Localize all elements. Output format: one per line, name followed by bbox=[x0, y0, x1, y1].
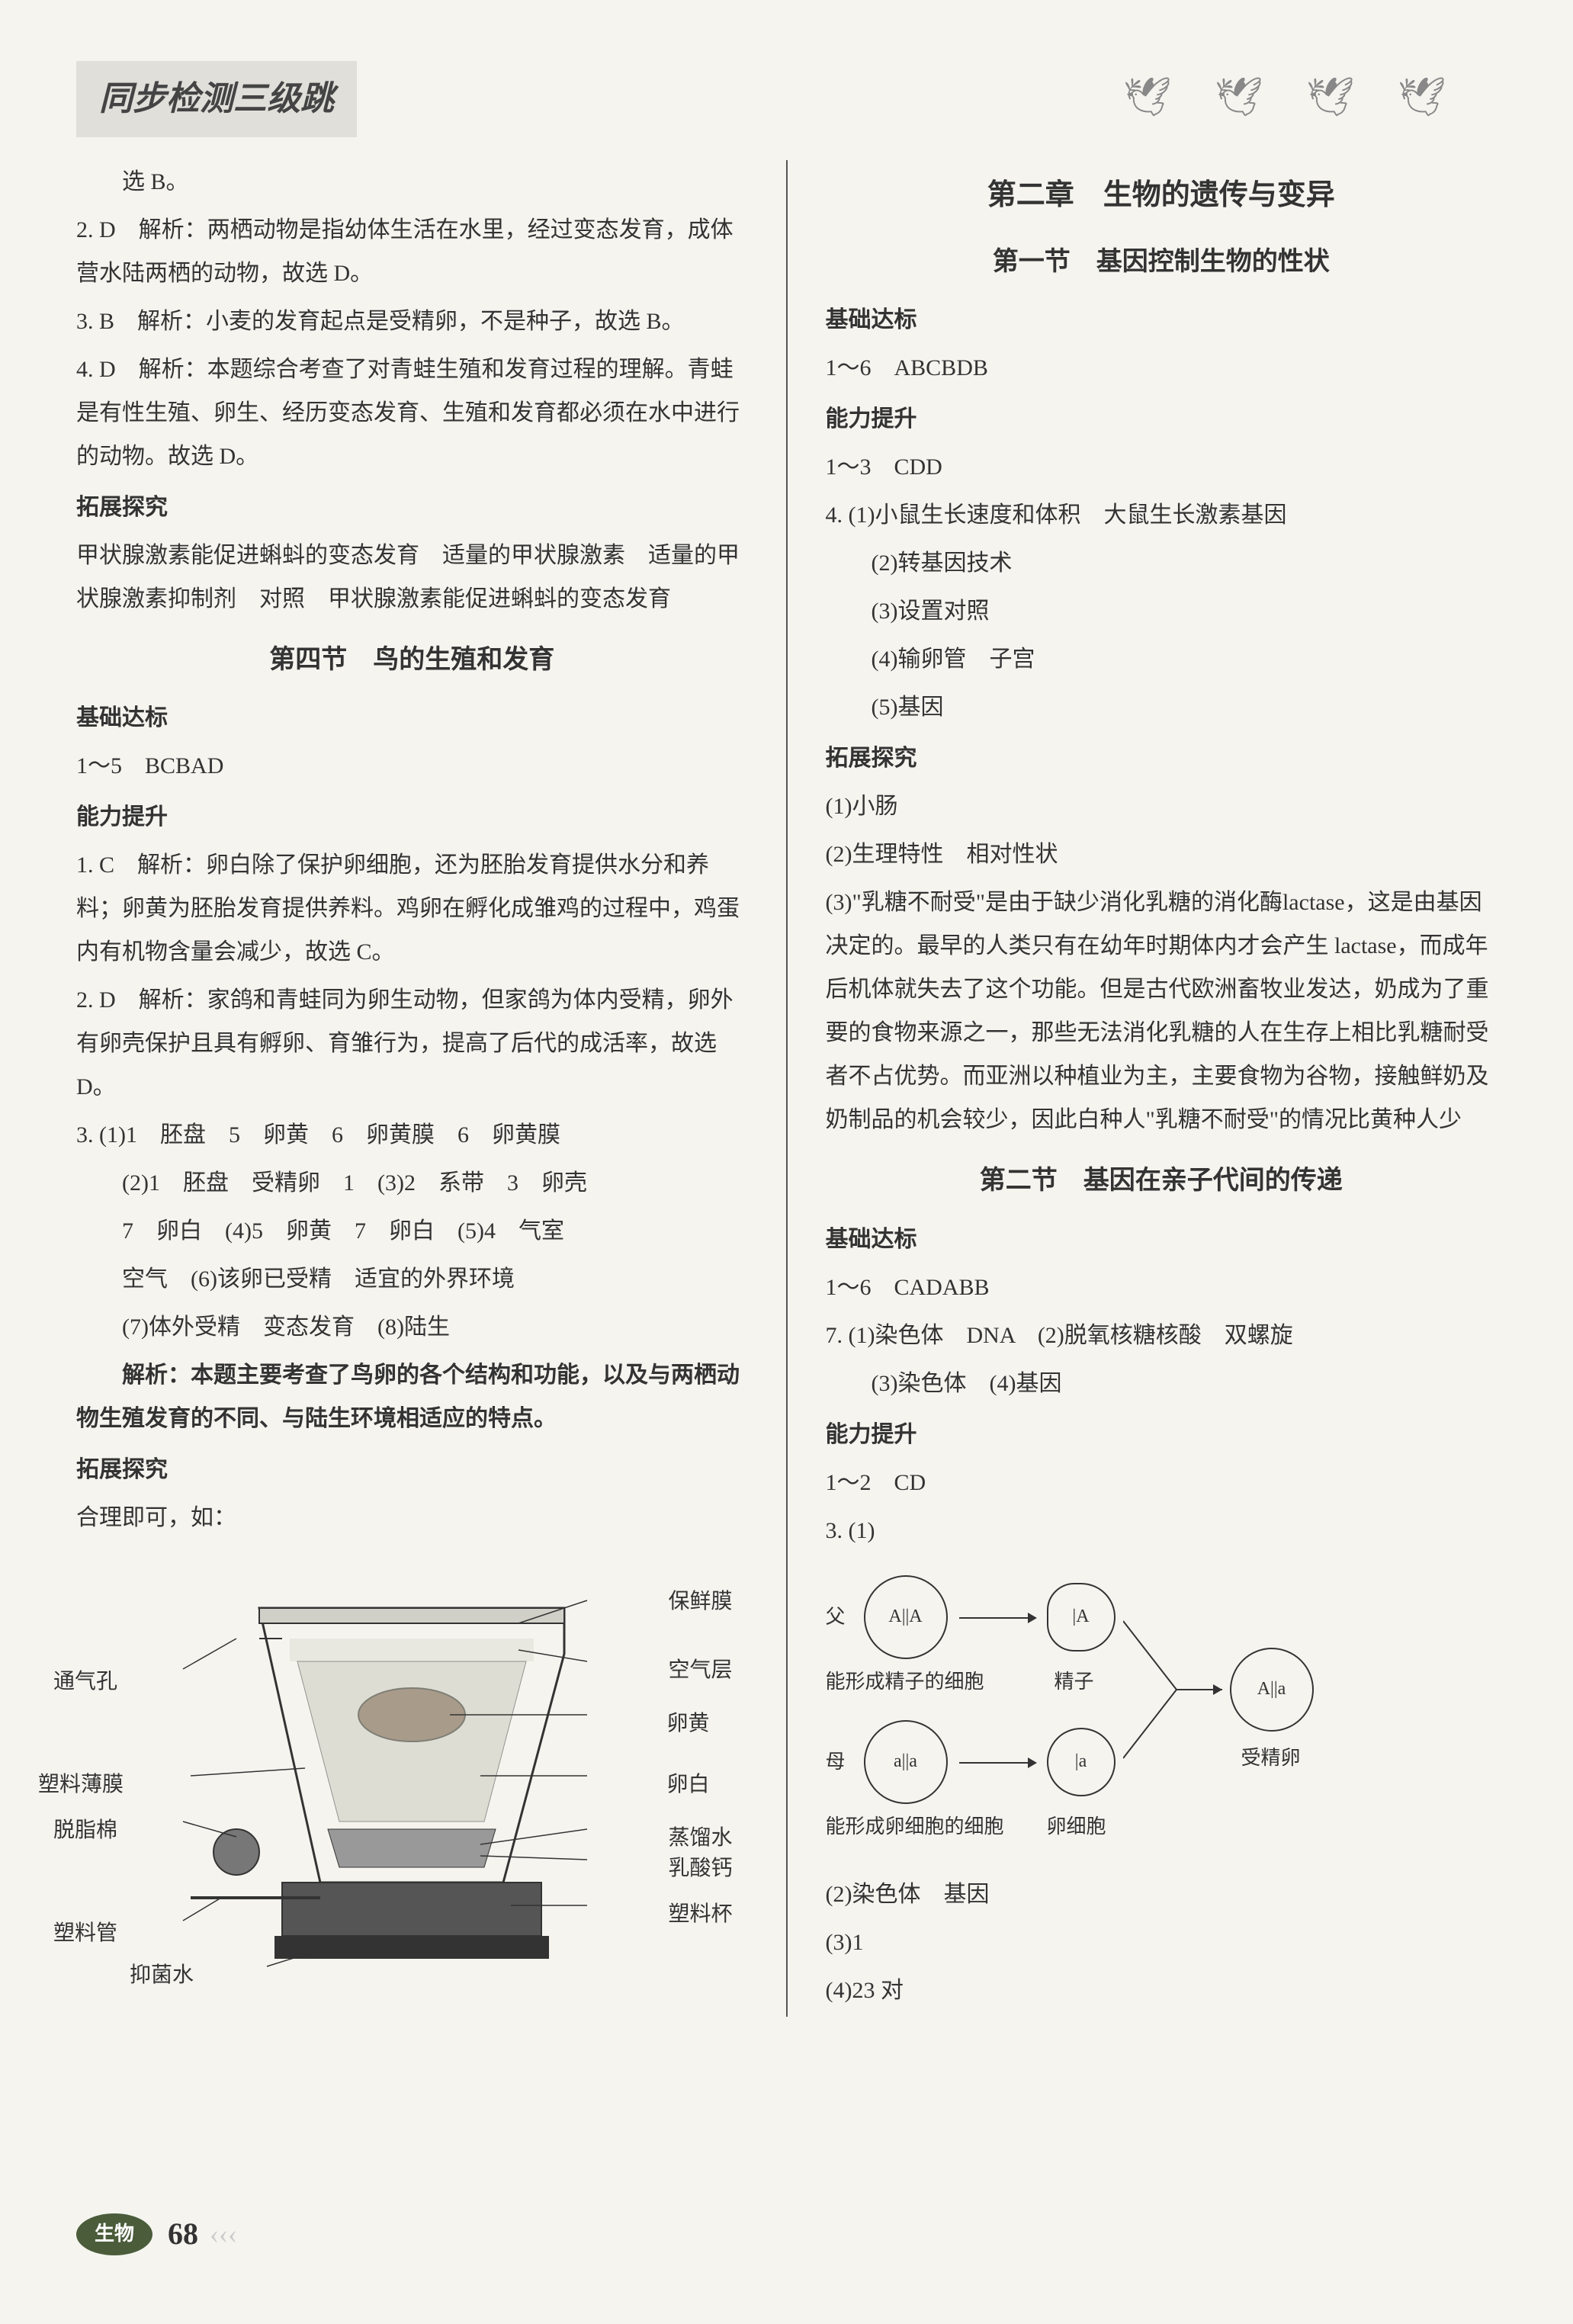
ability-q3c: 7 卵白 (4)5 卵黄 7 卵白 (5)4 气室 bbox=[76, 1209, 748, 1253]
gen-fertilized: A||a bbox=[1230, 1648, 1314, 1732]
q4-4: (4)输卵管 子宫 bbox=[826, 637, 1498, 681]
ability-q3d: 空气 (6)该卵已受精 适宜的外界环境 bbox=[76, 1257, 748, 1301]
q7-1: 7. (1)染色体 DNA (2)脱氧核糖核酸 双螺旋 bbox=[826, 1314, 1498, 1357]
question-2: 2. D 解析：两栖动物是指幼体生活在水里，经过变态发育，成体营水陆两栖的动物，… bbox=[76, 208, 748, 295]
gen-father-label: 父 bbox=[826, 1598, 846, 1635]
section-1-title: 第一节 基因控制生物的性状 bbox=[826, 238, 1498, 287]
basic2-heading: 基础达标 bbox=[826, 1218, 1498, 1261]
label-rusuan: 乳酸钙 bbox=[668, 1848, 732, 1889]
left-column: 选 B。 2. D 解析：两栖动物是指幼体生活在水里，经过变态发育，成体营水陆两… bbox=[76, 160, 748, 2017]
ability-q2: 2. D 解析：家鸽和青蛙同为卵生动物，但家鸽为体内受精，卵外有卵壳保护且具有孵… bbox=[76, 978, 748, 1109]
page-footer: 生物 68 ‹‹‹ bbox=[76, 2205, 237, 2263]
e2: (2)生理特性 相对性状 bbox=[826, 833, 1498, 876]
gen-fertilized-label: 受精卵 bbox=[1241, 1739, 1301, 1777]
label-tongqi: 通气孔 bbox=[53, 1661, 117, 1702]
label-tuozhi: 脱脂棉 bbox=[53, 1810, 117, 1851]
ability-1-3: 1～3 CDD bbox=[826, 445, 1498, 489]
ability2-heading: 能力提升 bbox=[826, 1413, 1498, 1456]
e1: (1)小肠 bbox=[826, 785, 1498, 828]
cup-diagram: 保鲜膜 空气层 卵黄 卵白 蒸馏水 乳酸钙 塑料杯 通气孔 塑料薄膜 脱脂棉 塑… bbox=[76, 1562, 748, 1982]
section-2-title: 第二节 基因在亲子代间的传递 bbox=[826, 1157, 1498, 1206]
right-column: 第二章 生物的遗传与变异 第一节 基因控制生物的性状 基础达标 1～6 ABCB… bbox=[826, 160, 1498, 2017]
chapter-2-title: 第二章 生物的遗传与变异 bbox=[826, 168, 1498, 223]
q7-2: (3)染色体 (4)基因 bbox=[826, 1362, 1498, 1405]
basic-heading: 基础达标 bbox=[76, 696, 748, 740]
page-number: 68 bbox=[168, 2205, 198, 2263]
gen-egg: |a bbox=[1047, 1728, 1116, 1796]
gen-sperm-label: 精子 bbox=[1055, 1663, 1094, 1700]
label-yijun: 抑菌水 bbox=[130, 1955, 194, 1995]
ability-heading: 能力提升 bbox=[76, 795, 748, 839]
label-bomo: 塑料薄膜 bbox=[38, 1764, 124, 1805]
gen-father-cell: A||A bbox=[864, 1575, 948, 1659]
label-suliaoguan: 塑料管 bbox=[53, 1913, 117, 1953]
q4-2: (2)转基因技术 bbox=[826, 541, 1498, 585]
gen-arrow bbox=[959, 1762, 1035, 1764]
basic-heading: 基础达标 bbox=[826, 298, 1498, 342]
gen-mother-cell: a||a bbox=[864, 1720, 948, 1804]
ability2-answers: 1～2 CD bbox=[826, 1461, 1498, 1504]
ability-q3a: 3. (1)1 胚盘 5 卵黄 6 卵黄膜 6 卵黄膜 bbox=[76, 1113, 748, 1157]
q3-2: (2)染色体 基因 bbox=[826, 1873, 1498, 1916]
bird-icon: 🕊 bbox=[1398, 61, 1459, 99]
q3-label: 3. (1) bbox=[826, 1509, 1498, 1552]
gen-merge-svg bbox=[1123, 1613, 1238, 1766]
bird-decorations: 🕊 🕊 🕊 🕊 bbox=[1123, 61, 1459, 99]
e3: (3)"乳糖不耐受"是由于缺少消化乳糖的消化酶lactase，这是由基因决定的。… bbox=[826, 881, 1498, 1141]
ability-q3e: (7)体外受精 变态发育 (8)陆生 bbox=[76, 1305, 748, 1349]
label-kongqi: 空气层 bbox=[668, 1650, 732, 1690]
header-title: 同步检测三级跳 bbox=[76, 61, 357, 137]
section-4-title: 第四节 鸟的生殖和发育 bbox=[76, 636, 748, 685]
bird-icon: 🕊 bbox=[1215, 61, 1276, 99]
cup-svg bbox=[145, 1562, 679, 1974]
basic2-answers: 1～6 CADABB bbox=[826, 1266, 1498, 1309]
label-baoxian: 保鲜膜 bbox=[668, 1581, 732, 1622]
ability-q1: 1. C 解析：卵白除了保护卵细胞，还为胚胎发育提供水分和养料；卵黄为胚胎发育提… bbox=[76, 843, 748, 974]
label-suliaobei: 塑料杯 bbox=[668, 1894, 732, 1934]
bird-icon: 🕊 bbox=[1306, 61, 1367, 99]
gen-sperm: |A bbox=[1047, 1583, 1116, 1652]
main-content: 选 B。 2. D 解析：两栖动物是指幼体生活在水里，经过变态发育，成体营水陆两… bbox=[76, 160, 1497, 2017]
chevron-icon: ‹‹‹ bbox=[210, 2208, 237, 2260]
q4-5: (5)基因 bbox=[826, 685, 1498, 729]
ability-q3b: (2)1 胚盘 受精卵 1 (3)2 系带 3 卵壳 bbox=[76, 1161, 748, 1205]
question-4: 4. D 解析：本题综合考查了对青蛙生殖和发育过程的理解。青蛙是有性生殖、卵生、… bbox=[76, 348, 748, 478]
column-divider bbox=[786, 160, 788, 2017]
gen-mother-label: 母 bbox=[826, 1743, 846, 1780]
question-3: 3. B 解析：小麦的发育起点是受精卵，不是种子，故选 B。 bbox=[76, 300, 748, 343]
gen-sperm-cell-label: 能形成精子的细胞 bbox=[826, 1663, 984, 1700]
q3-4: (4)23 对 bbox=[826, 1969, 1498, 2012]
q4-1: 4. (1)小鼠生长速度和体积 大鼠生长激素基因 bbox=[826, 493, 1498, 537]
gen-arrow bbox=[959, 1617, 1035, 1619]
subject-badge: 生物 bbox=[76, 2213, 152, 2255]
q4-3: (3)设置对照 bbox=[826, 589, 1498, 633]
basic-answers: 1～6 ABCBDB bbox=[826, 346, 1498, 390]
page-header: 同步检测三级跳 🕊 🕊 🕊 🕊 bbox=[76, 61, 1497, 137]
expand-heading: 拓展探究 bbox=[826, 737, 1498, 780]
expand-text: 甲状腺激素能促进蝌蚪的变态发育 适量的甲状腺激素 适量的甲状腺激素抑制剂 对照 … bbox=[76, 534, 748, 621]
text-line: 选 B。 bbox=[76, 160, 748, 204]
genetics-diagram: 父 A||A |A 能形成精子的细胞 精子 母 a||a |a 能形成卵细胞的细… bbox=[826, 1568, 1498, 1873]
bird-icon: 🕊 bbox=[1123, 61, 1184, 99]
ability-heading: 能力提升 bbox=[826, 397, 1498, 441]
q3-3: (3)1 bbox=[826, 1921, 1498, 1964]
gen-egg-label: 卵细胞 bbox=[1047, 1808, 1106, 1845]
label-luanhuang: 卵黄 bbox=[666, 1703, 709, 1744]
gen-egg-cell-label: 能形成卵细胞的细胞 bbox=[826, 1808, 1004, 1845]
expand2-heading: 拓展探究 bbox=[76, 1448, 748, 1491]
expand2-text: 合理即可，如： bbox=[76, 1496, 748, 1539]
label-luanbai: 卵白 bbox=[666, 1764, 709, 1805]
ability-q3-analysis: 解析：本题主要考查了鸟卵的各个结构和功能，以及与两栖动物生殖发育的不同、与陆生环… bbox=[76, 1353, 748, 1440]
basic-answers: 1～5 BCBAD bbox=[76, 744, 748, 788]
expand-heading: 拓展探究 bbox=[76, 486, 748, 529]
